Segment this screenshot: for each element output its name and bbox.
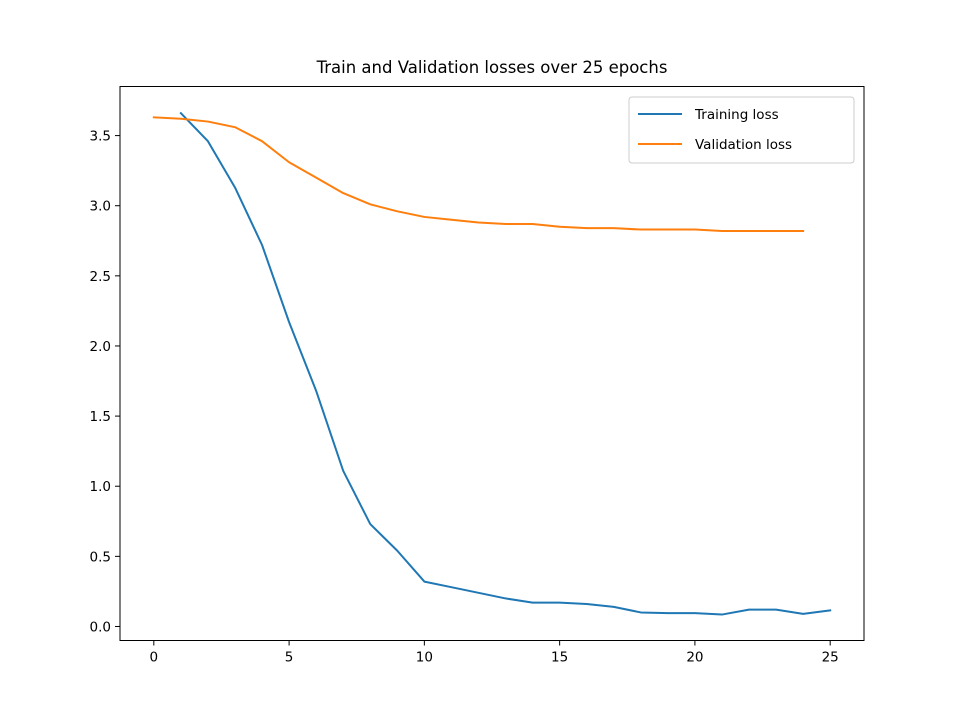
y-tick-label: 0.0: [90, 619, 111, 635]
x-tick-label: 0: [150, 650, 159, 666]
y-tick-label: 3.5: [90, 129, 111, 145]
x-tick-label: 20: [686, 650, 703, 666]
legend-label: Training loss: [694, 107, 779, 123]
series-line-training-loss: [179, 111, 832, 616]
axis-ticks: 0 5 10 15 20 25 0.0 0.5 1.0 1.5 2.0 2.5 3.0 3.5: [90, 129, 839, 666]
series-layer: [152, 111, 832, 616]
x-tick-label: 15: [551, 650, 568, 666]
series-line-validation-loss: [152, 116, 805, 232]
y-tick-label: 3.0: [90, 199, 111, 215]
chart-title: Train and Validation losses over 25 epoc…: [316, 58, 668, 77]
y-tick-label: 2.0: [90, 339, 111, 355]
x-tick-label: 5: [285, 650, 294, 666]
x-tick-label: 25: [822, 650, 839, 666]
plot-area-frame: [119, 86, 865, 641]
x-tick-label: 10: [416, 650, 433, 666]
legend-label: Validation loss: [695, 137, 792, 153]
y-tick-label: 2.5: [90, 269, 111, 285]
y-tick-label: 1.5: [90, 409, 111, 425]
y-tick-label: 0.5: [90, 549, 111, 565]
legend-box: [628, 96, 855, 164]
y-tick-label: 1.0: [90, 479, 111, 495]
legend: Training loss Validation loss: [628, 96, 855, 164]
